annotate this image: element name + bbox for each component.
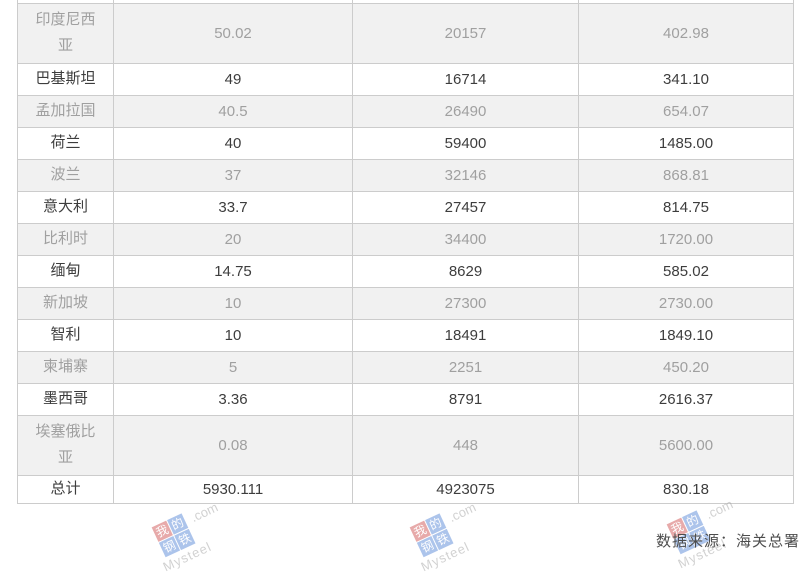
watermark-char: 钢 [158,536,181,558]
country-cell: 埃塞俄比亚 [17,414,114,476]
value-cell: 1849.10 [578,318,794,352]
table-row: 印度尼西亚 50.02 20157 402.98 [17,2,794,64]
table-row: 孟加拉国 40.5 26490 654.07 [17,94,794,128]
value-cell: 10 [113,286,353,320]
data-source-label: 数据来源：海关总署 [655,533,800,550]
watermark-char: 的 [425,513,447,535]
watermark-brand: Mysteel [160,538,214,575]
value-cell: 450.20 [578,350,794,384]
table-row: 墨西哥 3.36 8791 2616.37 [17,382,794,416]
table-row: 智利 10 18491 1849.10 [17,318,794,352]
country-cell: 孟加拉国 [17,94,114,128]
watermark-char: 铁 [432,528,454,551]
table-body: 印度尼西亚 50.02 20157 402.98 巴基斯坦 49 16714 341.10 孟加… [17,0,794,504]
value-cell: 10 [113,318,353,352]
value-cell: 49 [113,62,353,96]
value-cell: 8791 [352,382,579,416]
value-cell: 18491 [352,318,579,352]
table-row: 波兰 37 32146 868.81 [17,158,794,192]
value-cell: 33.7 [113,190,353,224]
value-cell: 26490 [352,94,579,128]
value-cell: 1485.00 [578,126,794,160]
value-cell: 50.02 [113,2,353,64]
value-cell: 585.02 [578,254,794,288]
watermark-char: 的 [682,510,704,532]
value-cell: 20157 [352,2,579,64]
value-cell: 37 [113,158,353,192]
value-cell: 40 [113,126,353,160]
country-cell: 柬埔寨 [17,350,114,384]
value-cell: 830.18 [578,474,794,504]
page: 印度尼西亚 50.02 20157 402.98 巴基斯坦 49 16714 341.10 孟加… [17,0,800,574]
value-cell: 1720.00 [578,222,794,256]
value-cell: 27300 [352,286,579,320]
table-row: 埃塞俄比亚 0.08 448 5600.00 [17,414,794,476]
country-cell: 缅甸 [17,254,114,288]
table-row: 柬埔寨 5 2251 450.20 [17,350,794,384]
country-cell: 墨西哥 [17,382,114,416]
table-row: 意大利 33.7 27457 814.75 [17,190,794,224]
table-row: 总计 5930.111 4923075 830.18 [17,474,794,504]
value-cell: 34400 [352,222,579,256]
value-cell: 20 [113,222,353,256]
value-cell: 40.5 [113,94,353,128]
watermark-char: 我 [409,520,431,542]
country-cell: 荷兰 [17,126,114,160]
value-cell: 27457 [352,190,579,224]
watermark-char: 的 [167,513,189,535]
value-cell: 402.98 [578,2,794,64]
table-row: 比利时 20 34400 1720.00 [17,222,794,256]
value-cell: 341.10 [578,62,794,96]
country-cell: 比利时 [17,222,114,256]
mysteel-logo-icon: 我 的 钢 铁 [409,513,455,558]
value-cell: 2616.37 [578,382,794,416]
country-cell: 新加坡 [17,286,114,320]
value-cell: 59400 [352,126,579,160]
value-cell: 14.75 [113,254,353,288]
value-cell: 8629 [352,254,579,288]
table-row: 巴基斯坦 49 16714 341.10 [17,62,794,96]
value-cell: 4923075 [352,474,579,504]
value-cell: 32146 [352,158,579,192]
value-cell: 2730.00 [578,286,794,320]
table-row: 新加坡 10 27300 2730.00 [17,286,794,320]
watermark-char: 我 [151,520,173,542]
value-cell: 5 [113,350,353,384]
country-cell: 巴基斯坦 [17,62,114,96]
trade-data-table: 印度尼西亚 50.02 20157 402.98 巴基斯坦 49 16714 341.10 孟加… [17,0,794,504]
watermark-char: 铁 [174,528,196,551]
watermark-brand: Mysteel [418,538,472,575]
country-cell: 波兰 [17,158,114,192]
value-cell: 16714 [352,62,579,96]
table-row: 缅甸 14.75 8629 585.02 [17,254,794,288]
country-cell: 总计 [17,474,114,504]
country-cell: 意大利 [17,190,114,224]
value-cell: 5600.00 [578,414,794,476]
table-row: 荷兰 40 59400 1485.00 [17,126,794,160]
country-cell: 印度尼西亚 [17,2,114,64]
value-cell: 2251 [352,350,579,384]
value-cell: 868.81 [578,158,794,192]
country-cell: 智利 [17,318,114,352]
value-cell: 3.36 [113,382,353,416]
mysteel-logo-icon: 我 的 钢 铁 [151,513,197,558]
value-cell: 448 [352,414,579,476]
value-cell: 814.75 [578,190,794,224]
value-cell: 654.07 [578,94,794,128]
value-cell: 5930.111 [113,474,353,504]
watermark-char: 钢 [416,536,439,558]
value-cell: 0.08 [113,414,353,476]
